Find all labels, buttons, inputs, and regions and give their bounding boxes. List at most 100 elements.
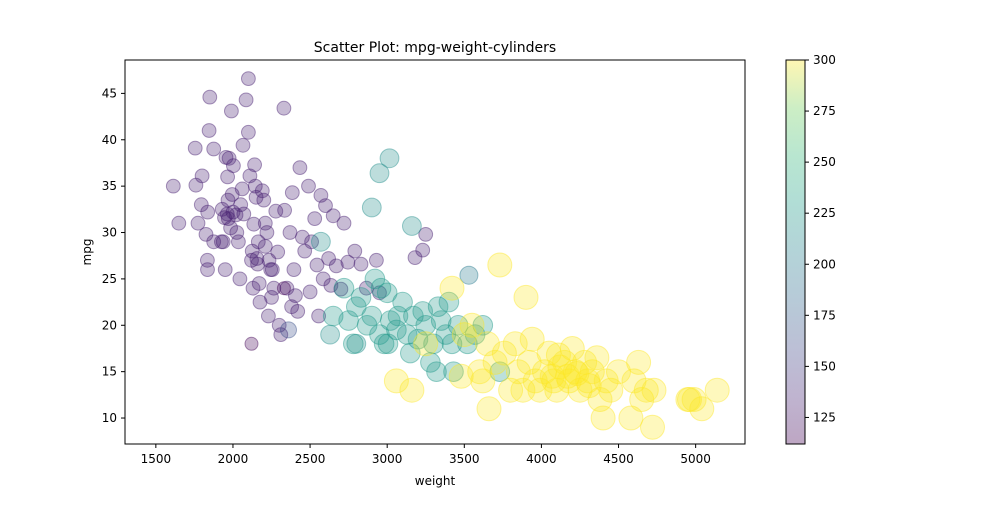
data-point xyxy=(369,324,390,345)
data-point xyxy=(193,197,209,213)
data-point xyxy=(527,377,553,403)
data-point xyxy=(547,354,573,380)
data-point xyxy=(257,239,273,254)
data-point xyxy=(188,177,204,193)
data-point xyxy=(246,216,262,232)
data-point xyxy=(236,206,252,222)
data-point xyxy=(364,268,386,290)
data-point xyxy=(361,305,383,327)
data-point xyxy=(336,215,352,231)
data-point xyxy=(400,342,421,364)
data-point xyxy=(200,262,215,278)
data-point xyxy=(353,256,369,272)
data-point xyxy=(217,210,232,226)
data-point xyxy=(251,276,267,291)
y-tick-label: 25 xyxy=(102,272,117,286)
data-point xyxy=(244,252,259,268)
data-point xyxy=(383,368,409,394)
colorbar xyxy=(785,59,806,445)
data-point xyxy=(313,188,329,203)
data-point xyxy=(297,243,313,259)
x-tick-label: 2500 xyxy=(295,452,326,466)
y-tick-label: 45 xyxy=(102,86,117,100)
data-point xyxy=(689,396,715,422)
data-point xyxy=(704,377,730,403)
plot-frame xyxy=(124,59,746,445)
data-point xyxy=(606,359,631,385)
data-point xyxy=(340,254,356,270)
data-point xyxy=(322,305,344,327)
data-point xyxy=(502,331,528,357)
data-point xyxy=(248,189,264,205)
colorbar-tick-label: 125 xyxy=(813,410,836,424)
x-tick-label: 2000 xyxy=(218,452,249,466)
data-point xyxy=(347,243,363,259)
data-point xyxy=(379,148,400,169)
data-point xyxy=(559,336,585,361)
data-point xyxy=(228,207,244,223)
data-point xyxy=(426,361,447,383)
data-point xyxy=(247,157,263,173)
data-point xyxy=(587,387,613,412)
data-point xyxy=(194,168,210,184)
data-point xyxy=(264,290,279,305)
data-point xyxy=(273,327,289,343)
data-point xyxy=(206,141,222,157)
data-point xyxy=(338,310,359,331)
y-tick-label: 15 xyxy=(102,365,117,379)
data-point xyxy=(201,123,217,138)
data-point xyxy=(233,197,249,213)
data-point xyxy=(372,285,387,301)
data-point xyxy=(218,150,234,165)
data-point xyxy=(301,178,316,194)
data-point xyxy=(576,373,602,399)
y-tick-label: 30 xyxy=(102,226,117,240)
x-tick-label: 4500 xyxy=(603,452,634,466)
data-point xyxy=(259,225,275,240)
data-point xyxy=(541,368,567,394)
data-point xyxy=(221,150,237,166)
data-point xyxy=(229,225,245,240)
data-point xyxy=(519,326,545,352)
data-point xyxy=(467,359,493,385)
data-point xyxy=(491,340,517,366)
data-point xyxy=(282,225,298,240)
data-point xyxy=(328,258,344,274)
colorbar-tick-label: 250 xyxy=(813,155,836,169)
data-point xyxy=(226,158,241,174)
data-point xyxy=(219,206,235,222)
data-point xyxy=(214,234,229,250)
data-point xyxy=(420,352,441,373)
data-point xyxy=(223,220,239,236)
data-point xyxy=(392,291,413,313)
data-point xyxy=(415,315,437,336)
data-point xyxy=(190,215,206,231)
data-point xyxy=(323,278,339,293)
data-point xyxy=(261,252,277,268)
data-point xyxy=(288,288,303,304)
data-point xyxy=(470,368,496,394)
data-point xyxy=(447,315,469,336)
data-point xyxy=(626,349,652,375)
data-point xyxy=(579,359,605,385)
colorbar-tick-label: 175 xyxy=(813,308,836,322)
data-point xyxy=(241,124,256,140)
data-point xyxy=(629,387,655,412)
data-point xyxy=(244,336,259,351)
data-point xyxy=(245,280,261,296)
data-point xyxy=(567,377,593,403)
data-point xyxy=(369,163,390,184)
data-point xyxy=(200,204,216,220)
data-point xyxy=(361,197,382,218)
data-point xyxy=(235,137,251,153)
colorbar-tick-label: 300 xyxy=(813,53,836,67)
data-point xyxy=(292,160,308,176)
data-point xyxy=(271,317,287,333)
data-point xyxy=(225,204,241,220)
data-point xyxy=(618,405,644,431)
data-point xyxy=(590,405,616,431)
data-point xyxy=(407,328,429,350)
data-point xyxy=(376,282,398,304)
data-point xyxy=(412,301,434,322)
data-point xyxy=(220,169,236,185)
